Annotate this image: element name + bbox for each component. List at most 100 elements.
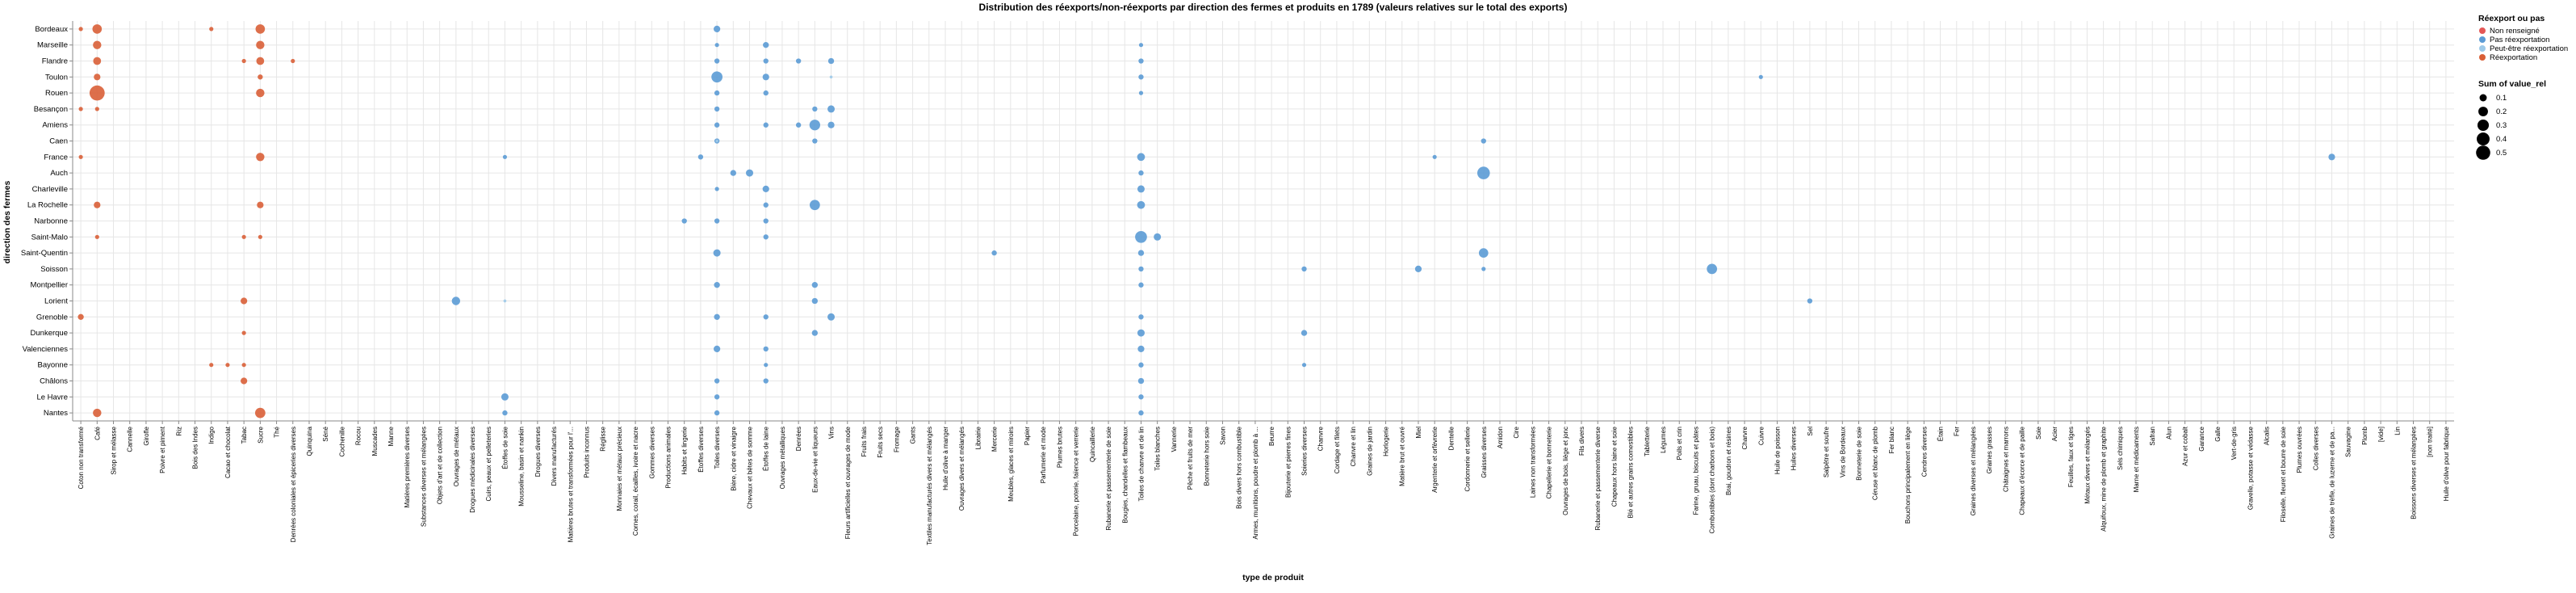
data-point	[763, 218, 769, 224]
x-tick-label: Gants	[910, 427, 917, 444]
x-tick-label: Gravelle, potasse et védasse	[2247, 426, 2254, 510]
x-tick-label: Divers manufacturés	[551, 427, 558, 486]
x-tick-label: Sucre	[257, 426, 264, 443]
x-tick-label: Cordage et filets	[1334, 427, 1341, 473]
data-point	[94, 74, 101, 81]
x-tick-label: Feuilles, faux et tiges	[2067, 427, 2075, 487]
x-tick-label: Chanvre et lin	[1350, 427, 1357, 466]
legend-color-label: Réexportation	[2490, 53, 2537, 62]
y-tick-label: Saint-Malo	[31, 233, 68, 242]
x-tick-label: Bonneterie de soie	[1856, 426, 1863, 480]
data-point	[746, 169, 754, 177]
data-point	[1138, 170, 1144, 176]
data-point	[714, 43, 719, 48]
x-tick-label: Réglisse	[600, 426, 607, 451]
data-point	[827, 313, 836, 321]
data-point	[809, 200, 820, 211]
x-tick-label: Plomb	[2361, 426, 2369, 444]
x-tick-label: Chapeaux d'écorce et de paille	[2019, 426, 2026, 515]
x-tick-label: Denrées coloniales et épiceries diverses	[290, 427, 297, 542]
data-point	[94, 234, 99, 239]
data-point	[991, 250, 997, 256]
data-point	[1137, 329, 1145, 337]
legend-size-title: Sum of value_rel	[2478, 79, 2546, 89]
data-point	[1138, 58, 1144, 64]
data-point	[1138, 74, 1144, 80]
data-point	[714, 187, 719, 191]
data-point	[1135, 230, 1147, 243]
x-tick-label: [vide]	[2377, 427, 2385, 442]
data-point	[812, 106, 818, 112]
data-point	[1154, 233, 1162, 241]
x-tick-label: Azur et cobalt	[2182, 426, 2189, 466]
data-point	[827, 57, 835, 65]
data-point	[241, 330, 246, 335]
data-point	[93, 57, 102, 65]
data-point	[811, 330, 819, 336]
legend-color-swatch	[2479, 54, 2486, 61]
x-tick-label: Fleurs artificielles et ouvrages de mode	[844, 426, 852, 539]
x-tick-label: Sels chimiques	[2117, 427, 2124, 470]
x-tick-label: Alquifoux, mine de plomb et graphite	[2101, 426, 2108, 531]
legend-size-circle	[2477, 119, 2490, 132]
data-point	[1138, 410, 1144, 416]
data-point	[94, 107, 99, 111]
x-tick-label: Fils divers	[1578, 427, 1585, 456]
x-tick-label: Graines grasses	[1986, 427, 1993, 473]
data-point	[1137, 185, 1145, 193]
data-point	[763, 202, 769, 208]
data-point	[681, 218, 687, 224]
x-tick-label: Objets d'art et de collection	[437, 427, 444, 504]
x-tick-label: Bonneterie hors soie	[1203, 426, 1210, 486]
data-point	[1137, 153, 1146, 162]
data-point	[78, 107, 83, 111]
x-tick-label: Monnaies et métaux précieux	[616, 427, 623, 511]
y-tick-label: Dunkerque	[31, 329, 68, 338]
data-point	[93, 40, 102, 49]
x-tick-label: Productions animales	[665, 427, 672, 488]
x-tick-label: Amidon	[1497, 427, 1504, 448]
y-tick-label: Saint-Quentin	[21, 249, 68, 258]
data-point	[795, 122, 802, 128]
x-tick-label: Ouvrages de bois, liège et jonc	[1562, 427, 1569, 515]
data-point	[258, 234, 262, 239]
x-tick-label: Ouvrages métalliques	[779, 427, 786, 489]
data-point	[811, 297, 819, 305]
x-tick-label: Salpêtre et soufre	[1823, 426, 1830, 477]
data-point	[1137, 345, 1145, 353]
data-point	[1301, 330, 1308, 336]
x-tick-label: Soie	[2035, 426, 2042, 439]
legend-size-circle	[2478, 107, 2488, 116]
x-tick-label: Fer	[1954, 427, 1961, 436]
x-tick-label: Céruse et blanc de plomb	[1872, 426, 1879, 500]
legend-color-swatch	[2479, 45, 2486, 52]
x-tick-label: Cannelle	[127, 426, 134, 452]
x-tick-label: Beurre	[1268, 426, 1275, 446]
x-tick-label: Graines de jardin	[1366, 427, 1373, 476]
x-tick-label: Bijouterie et pierres fines	[1284, 427, 1292, 498]
x-tick-label: Filoselle, fleuret et bourre de soie	[2280, 426, 2287, 522]
x-tick-label: Blé et autres grains comestibles	[1627, 427, 1635, 518]
data-point	[254, 407, 266, 418]
x-tick-label: Poivre et piment	[159, 426, 166, 473]
x-tick-label: Cuirs, peaux et pelleteries	[485, 427, 492, 502]
y-tick-label: Bordeaux	[35, 25, 68, 34]
y-tick-label: Rouen	[45, 89, 68, 98]
data-point	[241, 234, 246, 239]
data-point	[256, 88, 265, 98]
data-point	[451, 296, 461, 305]
y-tick-label: Toulon	[45, 73, 68, 82]
data-point	[1707, 263, 1718, 275]
y-axis-title: direction des fermes	[2, 180, 12, 263]
x-tick-label: Quincaillerie	[1089, 426, 1096, 462]
data-point	[1476, 166, 1490, 179]
data-point	[763, 90, 769, 96]
x-tick-label: Fer blanc	[1888, 427, 1895, 453]
x-tick-label: Vins de Bordeaux	[1839, 427, 1846, 477]
x-tick-label: Bougies, chandelles et flambeaux	[1121, 427, 1129, 524]
x-tick-label: Garance	[2198, 426, 2205, 451]
legend-size-circle	[2477, 132, 2490, 145]
x-tick-label: Plumes ouvrées	[2296, 427, 2303, 473]
data-point	[1481, 138, 1486, 144]
